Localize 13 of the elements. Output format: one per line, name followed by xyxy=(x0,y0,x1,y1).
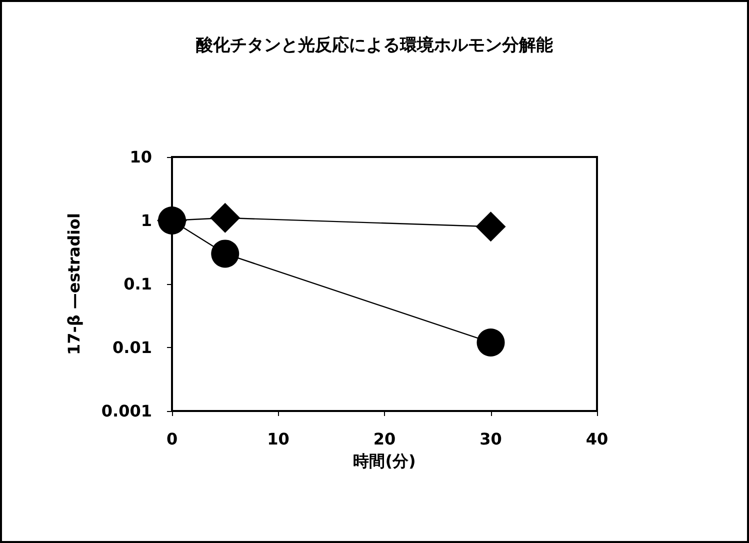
x-tick-label: 30 xyxy=(480,430,502,448)
x-tick-label: 20 xyxy=(373,430,396,448)
x-axis-title: 時間(分) xyxy=(353,452,416,470)
chart-title: 酸化チタンと光反応による環境ホルモン分解能 xyxy=(196,36,553,56)
x-tick-label: 40 xyxy=(586,430,608,448)
x-tick-label: 10 xyxy=(267,430,290,448)
y-axis-title: 17-β —estradiol xyxy=(64,212,84,356)
y-tick-label: 10 xyxy=(130,148,152,166)
x-tick-label: 0 xyxy=(166,430,178,448)
y-tick-label: 1 xyxy=(140,211,152,230)
y-tick-label: 0.001 xyxy=(101,402,152,420)
y-tick-label: 0.01 xyxy=(112,338,152,357)
y-tick-label: 0.1 xyxy=(124,274,152,294)
